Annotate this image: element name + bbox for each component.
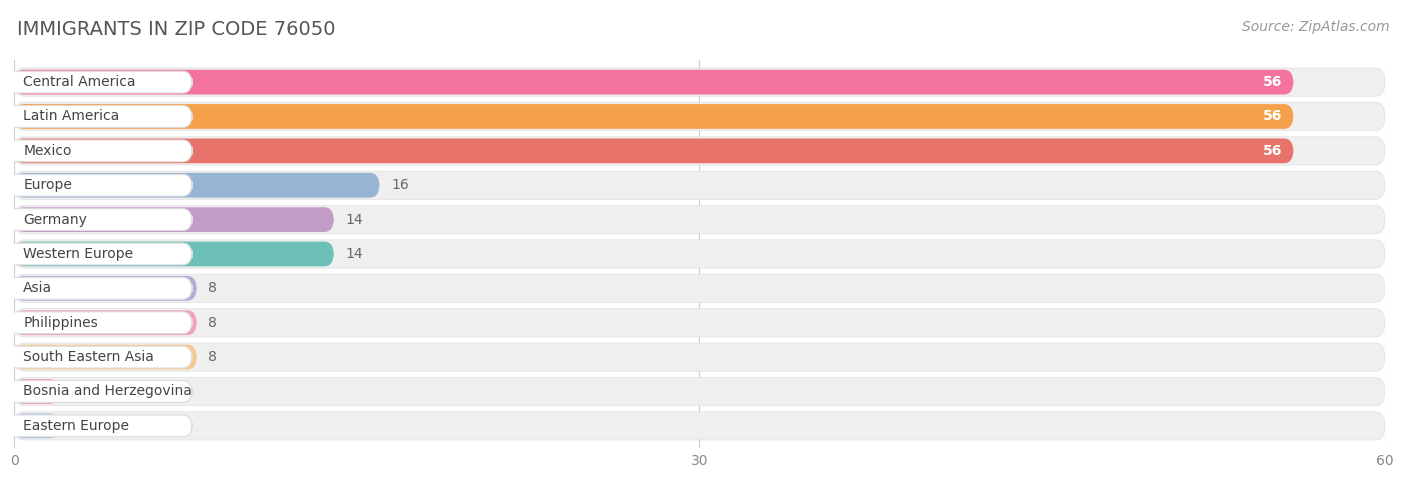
Text: Eastern Europe: Eastern Europe [22, 419, 129, 433]
FancyBboxPatch shape [14, 206, 1385, 234]
FancyBboxPatch shape [14, 68, 1385, 96]
Text: 2: 2 [72, 384, 80, 398]
Text: 56: 56 [1263, 144, 1282, 158]
Text: 56: 56 [1263, 75, 1282, 89]
FancyBboxPatch shape [7, 106, 193, 127]
FancyBboxPatch shape [7, 312, 193, 334]
FancyBboxPatch shape [14, 309, 1385, 337]
Text: IMMIGRANTS IN ZIP CODE 76050: IMMIGRANTS IN ZIP CODE 76050 [17, 20, 336, 39]
FancyBboxPatch shape [14, 377, 1385, 405]
Text: 14: 14 [346, 213, 363, 227]
Text: 16: 16 [391, 178, 409, 192]
FancyBboxPatch shape [14, 242, 335, 266]
FancyBboxPatch shape [14, 343, 1385, 371]
Text: 2: 2 [72, 419, 80, 433]
FancyBboxPatch shape [7, 380, 193, 402]
FancyBboxPatch shape [7, 277, 193, 299]
Text: Asia: Asia [22, 281, 52, 295]
FancyBboxPatch shape [14, 137, 1385, 165]
Text: Central America: Central America [22, 75, 136, 89]
FancyBboxPatch shape [7, 140, 193, 162]
FancyBboxPatch shape [14, 345, 197, 370]
Text: Germany: Germany [22, 213, 87, 227]
FancyBboxPatch shape [14, 70, 1294, 95]
FancyBboxPatch shape [14, 103, 1385, 130]
FancyBboxPatch shape [14, 240, 1385, 268]
Text: Europe: Europe [22, 178, 72, 192]
FancyBboxPatch shape [14, 173, 380, 198]
FancyBboxPatch shape [14, 138, 1294, 163]
FancyBboxPatch shape [14, 276, 197, 301]
FancyBboxPatch shape [14, 412, 1385, 440]
FancyBboxPatch shape [7, 243, 193, 265]
FancyBboxPatch shape [14, 171, 1385, 199]
FancyBboxPatch shape [14, 310, 197, 335]
Text: 56: 56 [1263, 110, 1282, 124]
Text: South Eastern Asia: South Eastern Asia [22, 350, 155, 364]
FancyBboxPatch shape [14, 207, 335, 232]
FancyBboxPatch shape [7, 346, 193, 368]
Text: Bosnia and Herzegovina: Bosnia and Herzegovina [22, 384, 193, 398]
FancyBboxPatch shape [7, 415, 193, 437]
Text: Philippines: Philippines [22, 316, 98, 330]
Text: 14: 14 [346, 247, 363, 261]
FancyBboxPatch shape [14, 104, 1294, 129]
Text: 8: 8 [208, 350, 217, 364]
Text: 8: 8 [208, 281, 217, 295]
Text: Western Europe: Western Europe [22, 247, 134, 261]
Text: 8: 8 [208, 316, 217, 330]
Text: Latin America: Latin America [22, 110, 120, 124]
FancyBboxPatch shape [14, 274, 1385, 302]
FancyBboxPatch shape [7, 174, 193, 196]
Text: Source: ZipAtlas.com: Source: ZipAtlas.com [1241, 20, 1389, 34]
FancyBboxPatch shape [7, 71, 193, 93]
FancyBboxPatch shape [7, 209, 193, 231]
FancyBboxPatch shape [14, 413, 60, 438]
Text: Mexico: Mexico [22, 144, 72, 158]
FancyBboxPatch shape [14, 379, 60, 404]
